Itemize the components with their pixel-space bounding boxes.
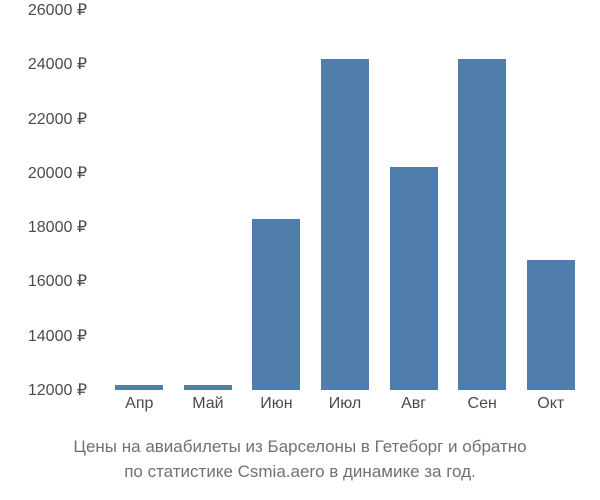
bar [321,59,369,390]
bar-slot [379,10,448,390]
x-tick-label: Авг [379,395,448,413]
bar [390,167,438,390]
x-tick-label: Окт [516,395,585,413]
caption-line-2: по статистике Csmia.aero в динамике за г… [124,462,476,481]
bar [527,260,575,390]
y-tick-label: 24000 ₽ [0,54,87,74]
bar-slot [105,10,174,390]
bar [458,59,506,390]
y-tick-label: 12000 ₽ [0,380,87,400]
x-tick-label: Июл [311,395,380,413]
bar [252,219,300,390]
bar-slot [174,10,243,390]
bars-container [100,10,590,390]
y-tick-label: 16000 ₽ [0,271,87,291]
bar [115,385,163,390]
y-tick-label: 20000 ₽ [0,163,87,183]
bar-slot [448,10,517,390]
bar [184,385,232,390]
bar-slot [242,10,311,390]
price-bar-chart [100,10,590,390]
bar-slot [311,10,380,390]
y-tick-label: 26000 ₽ [0,0,87,20]
bar-slot [516,10,585,390]
y-tick-label: 14000 ₽ [0,326,87,346]
chart-caption: Цены на авиабилеты из Барселоны в Гетебо… [0,435,600,484]
x-tick-label: Июн [242,395,311,413]
caption-line-1: Цены на авиабилеты из Барселоны в Гетебо… [73,437,526,456]
y-tick-label: 22000 ₽ [0,109,87,129]
x-axis-labels: АпрМайИюнИюлАвгСенОкт [100,395,590,413]
x-tick-label: Апр [105,395,174,413]
y-axis: 12000 ₽14000 ₽16000 ₽18000 ₽20000 ₽22000… [0,10,95,390]
x-tick-label: Май [174,395,243,413]
y-tick-label: 18000 ₽ [0,217,87,237]
x-tick-label: Сен [448,395,517,413]
